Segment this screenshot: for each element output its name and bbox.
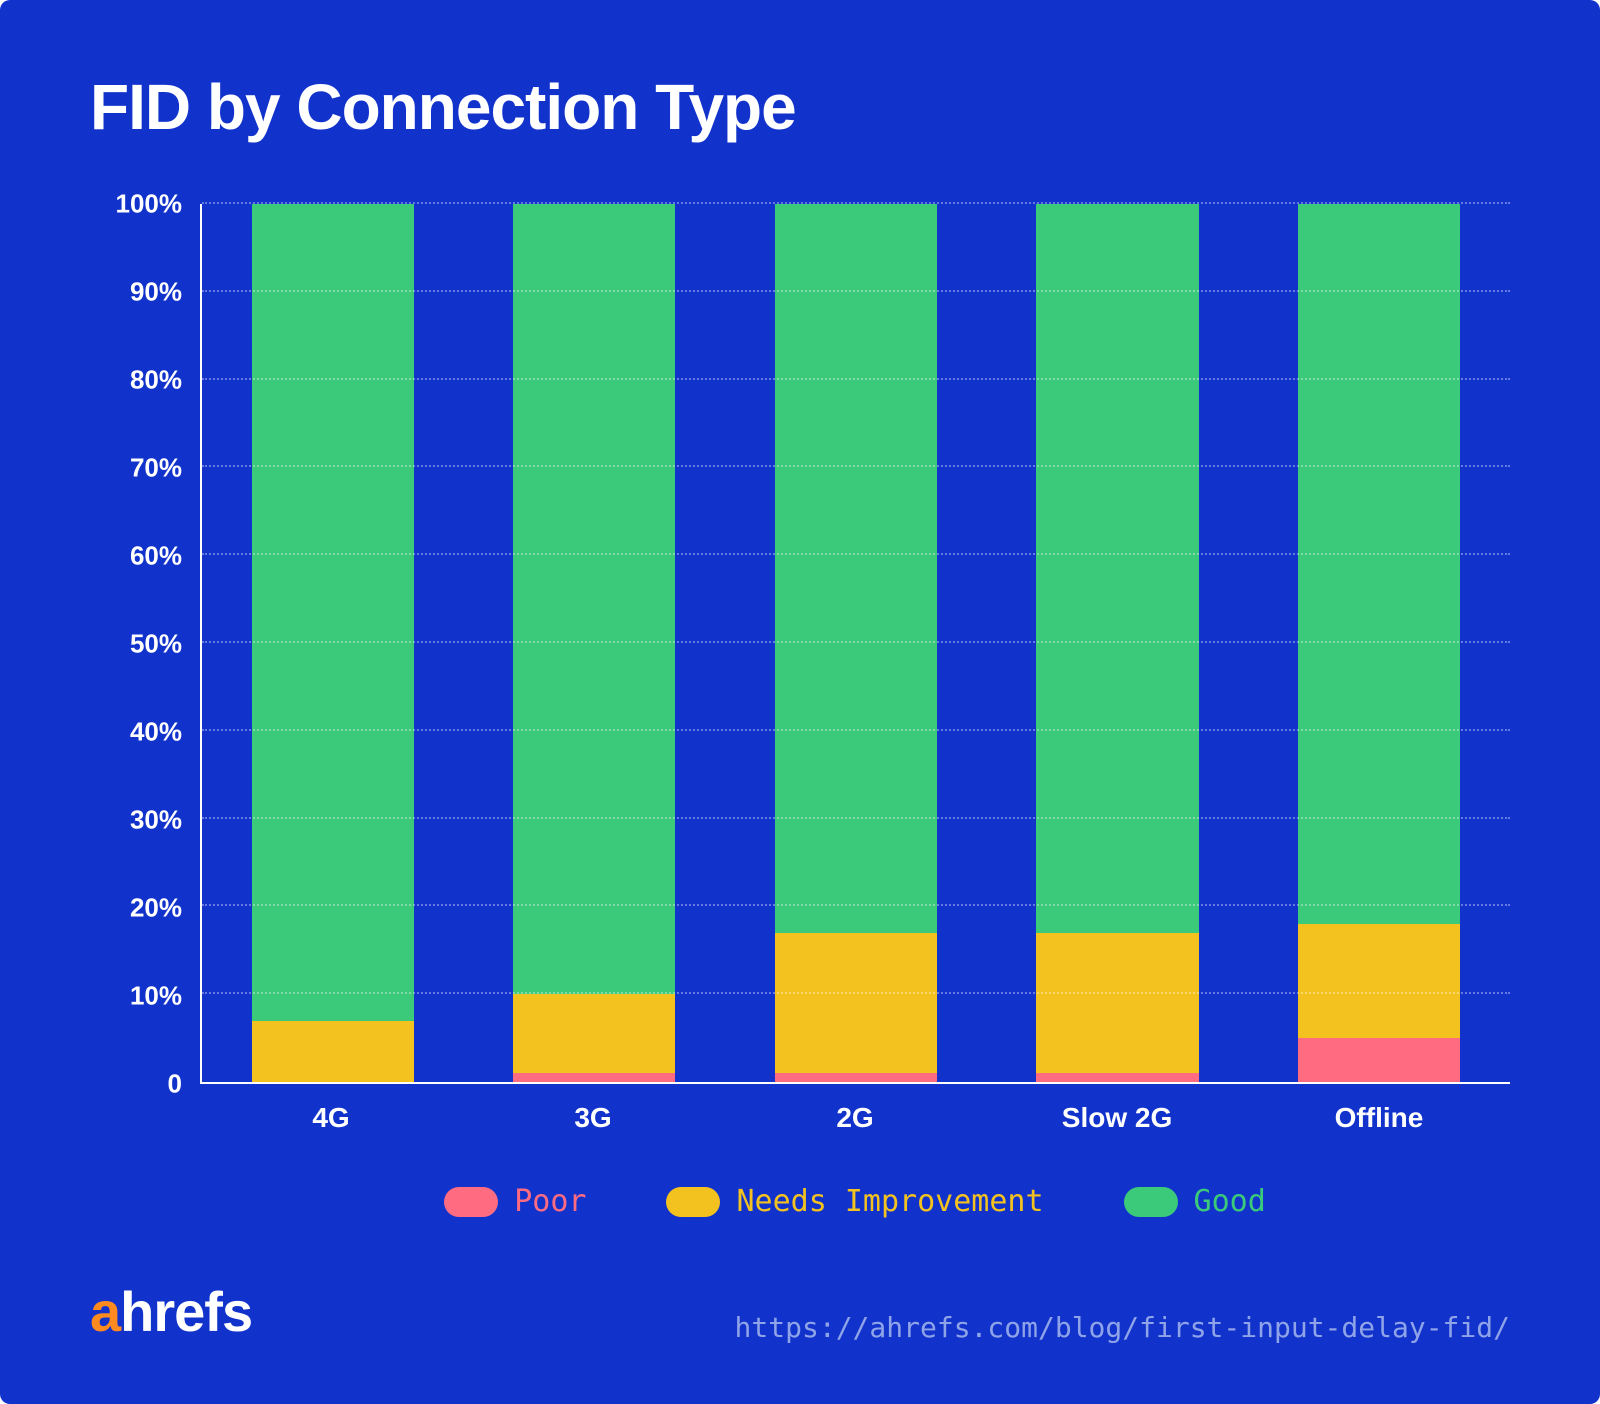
gridline: [202, 202, 1510, 204]
x-tick-label: 2G: [724, 1102, 986, 1134]
logo-letter-a: a: [90, 1280, 120, 1343]
source-url: https://ahrefs.com/blog/first-input-dela…: [735, 1311, 1510, 1344]
y-tick-label: 100%: [116, 189, 183, 220]
gridline: [202, 465, 1510, 467]
legend-label: Good: [1194, 1184, 1266, 1219]
plot-row: 010%20%30%40%50%60%70%80%90%100%: [90, 204, 1510, 1084]
y-tick-label: 70%: [130, 453, 182, 484]
gridline: [202, 992, 1510, 994]
bar-segment-poor: [1298, 1038, 1460, 1082]
legend-swatch: [444, 1187, 498, 1217]
bar-segment-needs: [513, 994, 675, 1073]
bars-container: [202, 204, 1510, 1082]
y-tick-label: 90%: [130, 277, 182, 308]
bar-segment-needs: [1036, 933, 1198, 1073]
x-tick-label: 3G: [462, 1102, 724, 1134]
y-tick-label: 10%: [130, 981, 182, 1012]
gridline: [202, 290, 1510, 292]
bar-segment-needs: [775, 933, 937, 1073]
gridline: [202, 817, 1510, 819]
x-tick-label: Slow 2G: [986, 1102, 1248, 1134]
chart-card: FID by Connection Type 0 10% 20% 30% 40% 50% 6…: [0, 0, 1600, 1404]
y-tick-label: 40%: [130, 717, 182, 748]
x-tick-label: 4G: [200, 1102, 462, 1134]
chart-area: 010%20%30%40%50%60%70%80%90%100% 4G3G2GS…: [90, 204, 1510, 1279]
bar: [775, 204, 937, 1082]
bar-segment-good: [252, 204, 414, 1021]
legend-swatch: [666, 1187, 720, 1217]
bar-segment-poor: [513, 1073, 675, 1082]
y-tick-label: 50%: [130, 629, 182, 660]
bar: [513, 204, 675, 1082]
y-tick-label: 20%: [130, 893, 182, 924]
gridline: [202, 378, 1510, 380]
plot: [200, 204, 1510, 1084]
gridline: [202, 729, 1510, 731]
chart-title: FID by Connection Type: [90, 70, 1510, 144]
bar-segment-good: [1036, 204, 1198, 933]
bar: [252, 204, 414, 1082]
bar-segment-good: [775, 204, 937, 933]
y-tick-label: 0: [168, 1069, 182, 1100]
y-axis: 010%20%30%40%50%60%70%80%90%100%: [90, 204, 200, 1084]
legend: Poor Needs Improvement Good: [200, 1184, 1510, 1219]
bar-segment-needs: [252, 1021, 414, 1082]
gridline: [202, 641, 1510, 643]
x-axis: 4G3G2GSlow 2GOffline: [200, 1102, 1510, 1134]
bar-segment-needs: [1298, 924, 1460, 1038]
bar-segment-poor: [775, 1073, 937, 1082]
legend-label: Poor: [514, 1184, 586, 1219]
legend-swatch: [1124, 1187, 1178, 1217]
bar: [1036, 204, 1198, 1082]
gridline: [202, 553, 1510, 555]
bar-segment-good: [513, 204, 675, 994]
footer: ahrefs https://ahrefs.com/blog/first-inp…: [90, 1279, 1510, 1344]
gridline: [202, 904, 1510, 906]
y-tick-label: 80%: [130, 365, 182, 396]
logo-rest: hrefs: [120, 1280, 252, 1343]
x-tick-label: Offline: [1248, 1102, 1510, 1134]
legend-item-good: Good: [1124, 1184, 1266, 1219]
y-tick-label: 30%: [130, 805, 182, 836]
bar: [1298, 204, 1460, 1082]
legend-label: Needs Improvement: [736, 1184, 1043, 1219]
y-tick-label: 60%: [130, 541, 182, 572]
legend-item-poor: Poor: [444, 1184, 586, 1219]
bar-segment-poor: [1036, 1073, 1198, 1082]
ahrefs-logo: ahrefs: [90, 1279, 252, 1344]
legend-item-needs: Needs Improvement: [666, 1184, 1043, 1219]
